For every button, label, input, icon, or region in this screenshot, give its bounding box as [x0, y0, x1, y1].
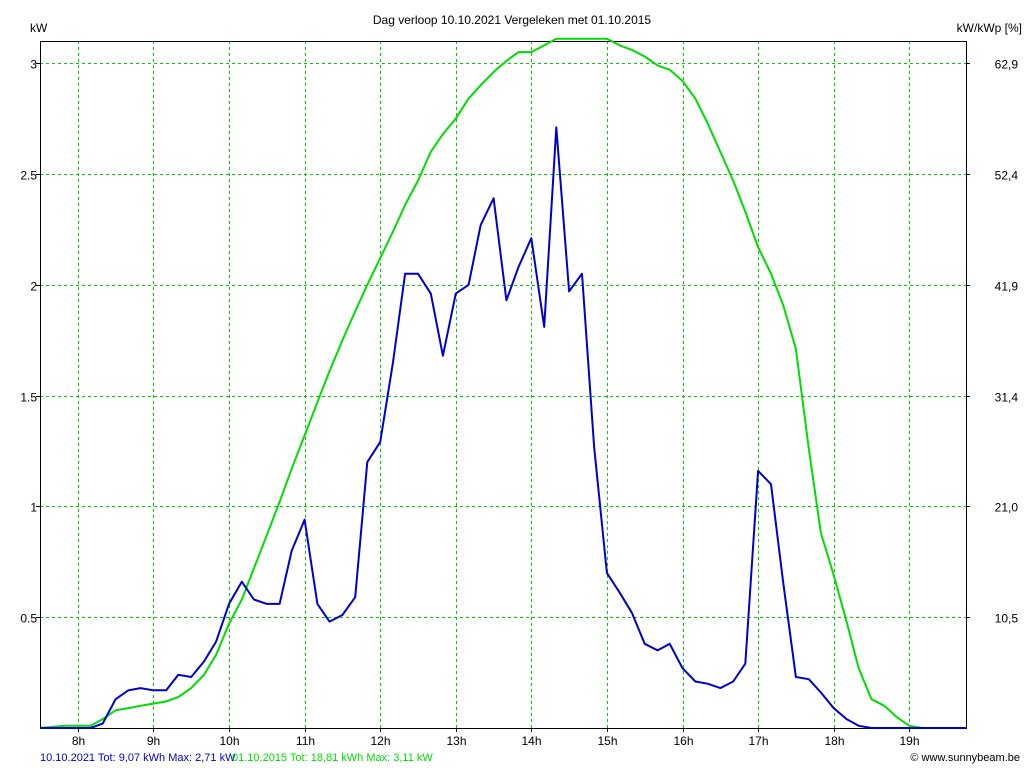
y-tick-label-right: 31,4: [995, 391, 1019, 405]
x-tick-label: 13h: [446, 734, 466, 748]
footer-credit: © www.sunnybeam.be: [910, 752, 1020, 764]
plot-frame: [40, 41, 967, 729]
x-tick-label: 10h: [219, 734, 239, 748]
x-tick-label: 12h: [370, 734, 390, 748]
footer-series2-summary: 01.10.2015 Tot: 18,81 kWh Max: 3,11 kW: [232, 752, 433, 764]
series-line-current: [40, 126, 966, 729]
y-tick-label-right: 41,9: [995, 280, 1019, 294]
y-tick-label-right: 21,0: [995, 501, 1019, 515]
x-tick-label: 11h: [296, 734, 315, 748]
y-tick-label-right: 10,5: [995, 612, 1019, 626]
x-tick-label: 18h: [824, 734, 844, 748]
x-tick-label: 8h: [72, 734, 85, 748]
x-tick-label: 15h: [597, 734, 617, 748]
y-tick-label-right: 52,4: [995, 169, 1019, 183]
y-tick-label-left: 3: [30, 58, 37, 72]
series-layer: [39, 37, 966, 729]
y-tick-label-left: 1.5: [20, 391, 37, 405]
x-tick-label: 9h: [147, 734, 160, 748]
y-tick-label-left: 2.5: [20, 169, 37, 183]
y-tick-label-left: 0.5: [20, 612, 37, 626]
chart-title: Dag verloop 10.10.2021 Vergeleken met 01…: [373, 13, 652, 27]
series-line-comparison: [39, 37, 966, 729]
footer-series1-summary: 10.10.2021 Tot: 9,07 kWh Max: 2,71 kW: [40, 752, 236, 764]
axis-layer: [36, 41, 970, 732]
x-tick-label: 14h: [521, 734, 541, 748]
x-tick-label: 19h: [899, 734, 919, 748]
x-tick-label: 17h: [748, 734, 768, 748]
x-tick-label: 16h: [673, 734, 693, 748]
y-tick-label-left: 2: [30, 280, 37, 294]
right-axis-unit: kW/kWp [%]: [957, 21, 1022, 35]
left-axis-unit: kW: [30, 21, 48, 35]
y-tick-label-right: 62,9: [995, 58, 1019, 72]
y-tick-label-left: 1: [30, 501, 37, 515]
tick-labels: 8h 9h 10h 11h 12h 13h 14h 15h 16h 17h 18h 19h 0.5 10,…: [20, 58, 1018, 749]
grid-layer: [40, 41, 966, 728]
